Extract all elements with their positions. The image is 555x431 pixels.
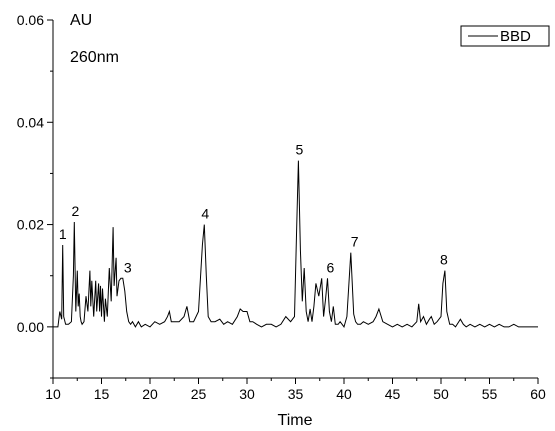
legend-label: BBD: [500, 28, 531, 45]
peak-labels: 12 3 4 5 67 8: [59, 142, 448, 276]
x-tick-label: 15: [94, 386, 110, 402]
ticks: [47, 19, 539, 384]
peak-label-7: 7: [351, 234, 359, 250]
wavelength-label: 260nm: [70, 49, 119, 66]
y-axis-title: AU: [70, 12, 92, 29]
tick-labels: 10 15 20 25 30 35 40 45 50 55 600.000.020.040.06: [17, 12, 546, 402]
y-tick-label: 0.02: [17, 217, 44, 233]
x-tick-label: 20: [142, 386, 158, 402]
y-tick-label: 0.06: [17, 12, 44, 28]
x-tick-label: 25: [191, 386, 207, 402]
peak-label-2: 2: [71, 203, 79, 219]
peak-label-1: 1: [59, 226, 67, 242]
x-tick-label: 35: [288, 386, 304, 402]
x-tick-label: 40: [336, 386, 352, 402]
x-tick-label: 10: [45, 386, 61, 402]
x-tick-label: 45: [385, 386, 401, 402]
peak-label-5: 5: [296, 142, 304, 158]
peak-label-4: 4: [201, 206, 209, 222]
x-tick-label: 55: [482, 386, 498, 402]
x-tick-label: 50: [433, 386, 449, 402]
legend: BBD: [460, 25, 550, 47]
x-axis-title: Time: [278, 412, 313, 429]
series-line-bbd: [53, 160, 538, 329]
peak-label-3: 3: [124, 259, 132, 275]
y-tick-label: 0.00: [17, 319, 44, 335]
legend-box: [460, 25, 550, 47]
x-tick-label: 30: [239, 386, 255, 402]
y-tick-label: 0.04: [17, 114, 44, 130]
x-tick-label: 60: [530, 386, 546, 402]
peak-label-6: 6: [327, 259, 335, 275]
axes: [52, 20, 538, 379]
peak-label-8: 8: [440, 252, 448, 268]
